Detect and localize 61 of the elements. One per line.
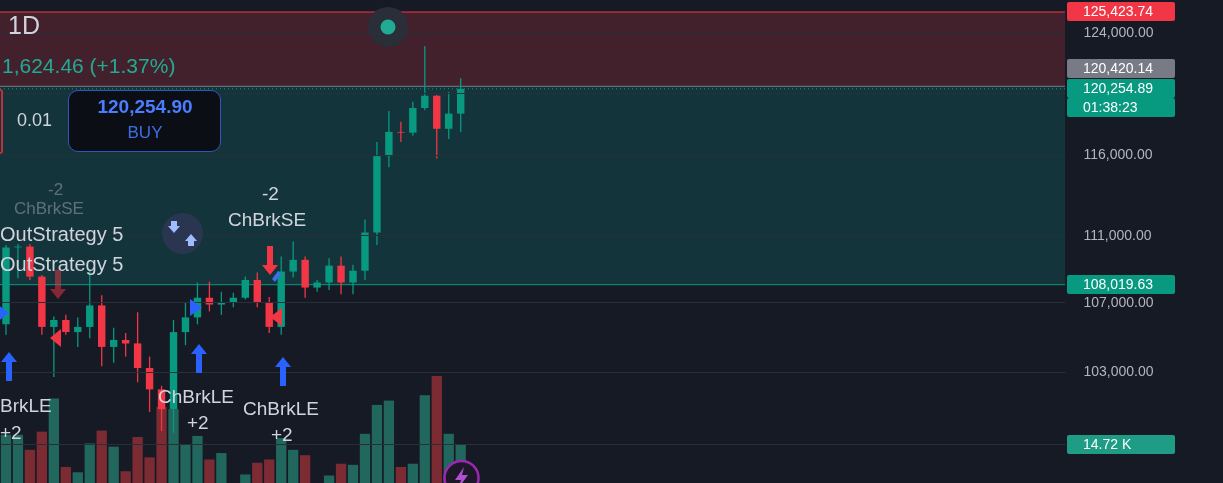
ref-line-label: 125,423.74 [1067, 2, 1175, 22]
candlestick [337, 255, 345, 295]
annotation: -2 [48, 180, 64, 199]
bar [359, 433, 371, 483]
candlestick [445, 91, 453, 140]
text: 1,624.46 (+1.37%) [2, 54, 176, 77]
bar [96, 430, 107, 483]
annotation: BUY [127, 123, 163, 142]
annotation: +2 [271, 424, 293, 445]
candlestick [421, 45, 429, 111]
candlestick [181, 301, 190, 346]
annotation: ChBrkLE [243, 398, 320, 419]
bar [371, 404, 383, 483]
bar [419, 395, 430, 483]
annotation: ChBrkSE [228, 209, 307, 230]
bar [72, 472, 83, 483]
bar [383, 400, 395, 483]
bar [240, 474, 251, 483]
y-tick-label: 124,000.00 [1083, 24, 1154, 41]
bar [216, 453, 227, 483]
annotation: BrkLE [0, 395, 52, 416]
annotation: -2 [262, 183, 279, 204]
bar [407, 463, 418, 483]
y-tick-label: 116,000.00 [1083, 146, 1153, 163]
candlestick [397, 121, 405, 143]
annotation: 120,254.90 [97, 96, 193, 117]
y-tick-label: 103,000.00 [1083, 363, 1154, 380]
bar [264, 459, 275, 483]
ref-line-label: 120,420.14 [1067, 59, 1175, 79]
candlestick [74, 316, 82, 348]
bar [431, 376, 442, 483]
bar [84, 443, 95, 483]
chart-title: 1D [8, 11, 40, 39]
ref-line-label: 108,019.63 [1067, 275, 1175, 295]
bar [24, 449, 36, 483]
bar [252, 462, 263, 483]
bar [323, 475, 335, 483]
candlestick [62, 314, 70, 336]
annotation: +2 [187, 412, 209, 433]
annotation: ChBrkSE [14, 199, 84, 218]
ref-line-label: 120,254.89 [1067, 79, 1175, 99]
text: 14.72 K [1067, 434, 1175, 454]
annotation: +2 [0, 422, 22, 443]
bar [299, 455, 311, 483]
bar [108, 446, 119, 483]
candlestick [109, 327, 118, 364]
y-tick-label: 111,000.00 [1083, 226, 1152, 243]
bar [335, 463, 347, 483]
bar [347, 464, 359, 483]
candlestick [253, 271, 261, 308]
bar [36, 431, 48, 483]
bar [60, 466, 71, 483]
annotation: OutStrategy 5 [0, 223, 124, 245]
candlestick [289, 240, 297, 279]
bar [288, 449, 299, 483]
bar [204, 459, 215, 483]
annotation: 0.01 [17, 110, 53, 130]
bar [395, 466, 407, 483]
y-tick-label: 107,000.00 [1083, 293, 1154, 310]
candlestick [217, 291, 226, 316]
text: 01:38:23 [1067, 98, 1175, 118]
